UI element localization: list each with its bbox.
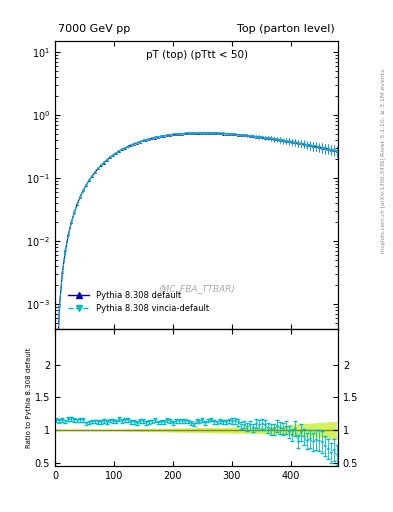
Text: Rivet 3.1.10, ≥ 3.1M events: Rivet 3.1.10, ≥ 3.1M events bbox=[381, 69, 386, 156]
Text: (MC_FBA_TTBAR): (MC_FBA_TTBAR) bbox=[158, 284, 235, 293]
Y-axis label: Ratio to Pythia 8.308 default: Ratio to Pythia 8.308 default bbox=[26, 347, 32, 447]
Text: Top (parton level): Top (parton level) bbox=[237, 24, 335, 34]
Legend: Pythia 8.308 default, Pythia 8.308 vincia-default: Pythia 8.308 default, Pythia 8.308 vinci… bbox=[65, 287, 212, 316]
Text: mcplots.cern.ch [arXiv:1306.3436]: mcplots.cern.ch [arXiv:1306.3436] bbox=[381, 157, 386, 252]
Text: pT (top) (pTtt < 50): pT (top) (pTtt < 50) bbox=[145, 50, 248, 59]
Text: 7000 GeV pp: 7000 GeV pp bbox=[58, 24, 130, 34]
